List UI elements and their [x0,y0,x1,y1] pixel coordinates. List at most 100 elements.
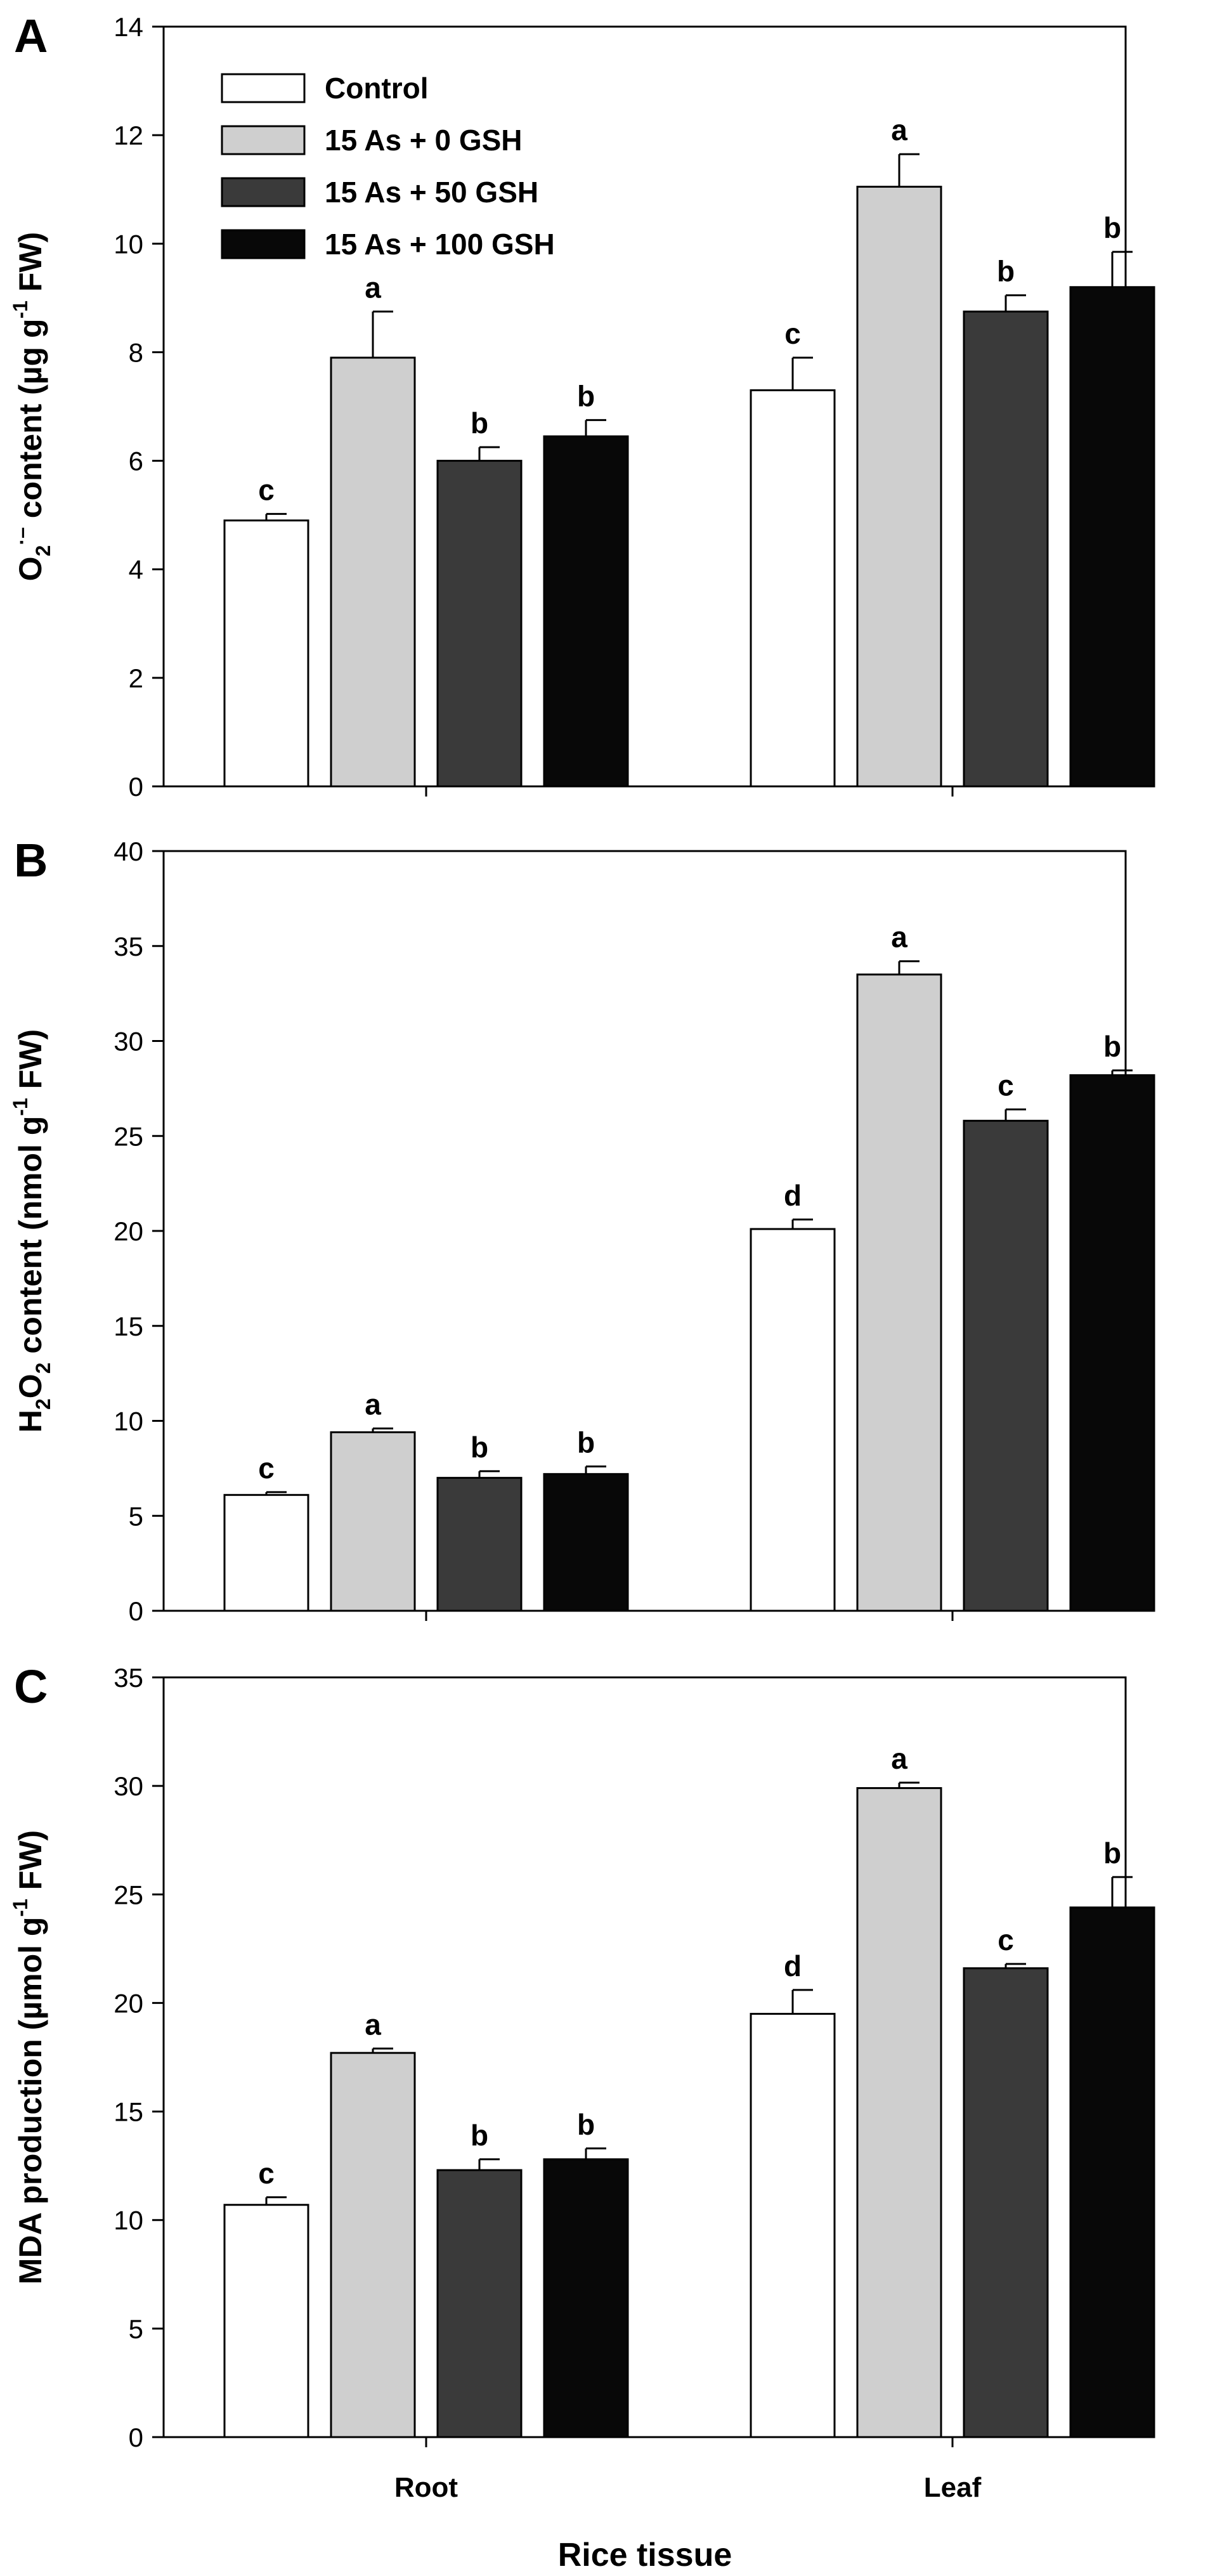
bar-15-as-100-gsh [1069,1074,1155,1612]
y-axis-label: MDA production (µmol g-1 FW) [9,1830,48,2284]
panel-C: C 0 5 10 15 20 25 30 35 MDA production (µmol g-1 … [9,1660,1155,2503]
bar-control [750,1228,836,1612]
legend: Control 15 As + 0 GSH 15 As + 50 GSH 15 As … [221,72,555,261]
legend-label: Control [325,72,429,105]
significance-label: b [1103,211,1121,244]
y-tick-label: 5 [129,1501,143,1531]
category-label: Leaf [924,2472,982,2503]
significance-label: c [258,1452,275,1485]
bar-control [223,519,309,788]
y-tick-label: 35 [114,932,143,961]
significance-label: c [998,1923,1014,1956]
bar-15-as-50-gsh [436,1476,523,1612]
y-tick-label: 0 [129,1596,143,1626]
legend-swatch [221,73,306,103]
significance-label: c [258,2157,275,2190]
significance-label: b [1103,1030,1121,1063]
significance-label: b [471,1431,488,1464]
significance-label: d [784,1949,802,1982]
y-tick-label: 6 [129,446,143,476]
ylabel-part: MDA production (µmol g [13,1917,48,2285]
significance-label: b [577,1426,595,1459]
ylabel-part: FW) [13,1830,48,1899]
bar-15-as-100-gsh [1069,1906,1155,2438]
bar-15-as-100-gsh [543,1473,629,1612]
bar-15-as-0-gsh [856,185,942,788]
bar-15-as-0-gsh [330,1431,416,1612]
y-tick-label: 0 [129,2423,143,2452]
bar-control [750,389,836,788]
legend-label: 15 As + 50 GSH [325,176,538,209]
y-tick-label: 15 [114,1311,143,1341]
significance-label: a [365,271,381,304]
y-tick-label: 30 [114,1771,143,1801]
y-tick-label: 10 [114,1407,143,1436]
y-tick-label: 8 [129,337,143,367]
panel-letter: B [14,834,48,887]
ylabel-part: O [13,1374,48,1398]
y-tick-label: 25 [114,1121,143,1151]
bar-15-as-50-gsh [436,2169,523,2438]
y-axis-label: O2·– content (µg g-1 FW) [9,232,55,582]
bar-15-as-100-gsh [543,2158,629,2438]
ylabel-part: content (nmol g [13,1116,48,1363]
bar-15-as-0-gsh [856,973,942,1612]
bar-15-as-100-gsh [543,435,629,788]
y-tick-label: 20 [114,1988,143,2018]
y-tick-label: 35 [114,1663,143,1693]
ylabel-subscript: 2 [32,545,55,557]
significance-label: b [1103,1837,1121,1870]
y-tick-label: 12 [114,120,143,150]
bar-15-as-50-gsh [963,310,1049,788]
bar-15-as-0-gsh [330,356,416,788]
y-tick-label: 30 [114,1027,143,1057]
y-axis-label: H2O2 content (nmol g-1 FW) [9,1029,55,1433]
panel-B: B 0 5 10 15 20 25 30 35 40 H2O2 content (nmol g-1 … [9,834,1155,1626]
ylabel-part: H [13,1410,48,1433]
y-tick-label: 4 [129,555,143,585]
bar-15-as-50-gsh [963,1967,1049,2438]
bar-control [750,2013,836,2438]
y-tick-label: 20 [114,1216,143,1246]
ylabel-part: FW) [13,1029,48,1098]
bar-15-as-0-gsh [856,1787,942,2438]
legend-label: 15 As + 0 GSH [325,124,523,157]
y-tick-label: 0 [129,772,143,802]
y-tick-label: 40 [114,836,143,866]
bar-15-as-0-gsh [330,2052,416,2438]
bar-control [223,2204,309,2438]
category-label: Root [394,2472,458,2503]
ylabel-superscript: -1 [9,301,32,318]
y-tick-label: 2 [129,663,143,693]
ylabel-part: content (µg g [13,318,48,527]
bar-15-as-100-gsh [1069,286,1155,788]
legend-swatch [221,177,306,207]
ylabel-part: FW) [13,232,48,301]
legend-swatch [221,125,306,155]
panel-letter: A [14,10,48,62]
significance-label: b [471,2119,488,2152]
ylabel-superscript: -1 [9,1899,32,1916]
significance-label: a [891,1742,907,1775]
bar-15-as-50-gsh [436,460,523,788]
ylabel-subscript: 2 [32,1398,55,1410]
ylabel-subscript: 2 [32,1362,55,1374]
significance-label: c [998,1069,1014,1102]
legend-swatch [221,229,306,259]
significance-label: a [365,2008,381,2041]
significance-label: b [577,2108,595,2141]
significance-label: a [891,114,907,146]
significance-label: b [471,407,488,439]
y-tick-label: 5 [129,2314,143,2344]
y-tick-label: 15 [114,2097,143,2127]
bar-15-as-50-gsh [963,1119,1049,1612]
significance-label: c [258,473,275,506]
y-tick-label: 10 [114,2206,143,2235]
x-axis-label: Rice tissue [558,2537,732,2573]
significance-label: c [784,317,801,350]
bar-control [223,1493,309,1612]
significance-label: b [997,255,1015,288]
y-tick-label: 25 [114,1880,143,1909]
significance-label: b [577,379,595,412]
